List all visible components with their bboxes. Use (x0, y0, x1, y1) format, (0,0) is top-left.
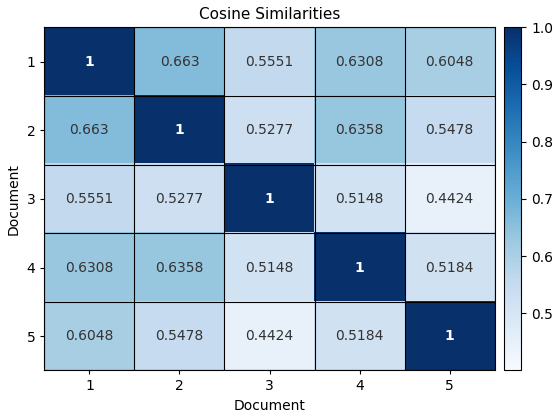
Y-axis label: Document: Document (7, 163, 21, 235)
Text: 0.6048: 0.6048 (65, 329, 114, 343)
Text: 0.5184: 0.5184 (426, 260, 474, 275)
Text: 0.4424: 0.4424 (426, 192, 474, 206)
X-axis label: Document: Document (234, 399, 305, 413)
Text: 0.5184: 0.5184 (335, 329, 384, 343)
Text: 0.5148: 0.5148 (335, 192, 384, 206)
Text: 0.5277: 0.5277 (156, 192, 203, 206)
Text: 1: 1 (354, 260, 365, 275)
Text: 0.5551: 0.5551 (245, 55, 293, 68)
Text: 0.5478: 0.5478 (155, 329, 204, 343)
Text: 0.6308: 0.6308 (65, 260, 114, 275)
Text: 1: 1 (445, 329, 455, 343)
Text: 0.4424: 0.4424 (245, 329, 293, 343)
Text: 0.6308: 0.6308 (335, 55, 384, 68)
Text: 0.6358: 0.6358 (335, 123, 384, 137)
Text: 0.5148: 0.5148 (245, 260, 293, 275)
Text: 0.5277: 0.5277 (245, 123, 293, 137)
Title: Cosine Similarities: Cosine Similarities (199, 7, 340, 22)
Text: 0.6358: 0.6358 (155, 260, 204, 275)
Text: 0.5551: 0.5551 (66, 192, 114, 206)
Text: 1: 1 (265, 192, 274, 206)
Text: 1: 1 (85, 55, 94, 68)
Text: 0.663: 0.663 (69, 123, 109, 137)
Text: 0.6048: 0.6048 (426, 55, 474, 68)
Text: 0.663: 0.663 (160, 55, 199, 68)
Text: 1: 1 (175, 123, 184, 137)
Text: 0.5478: 0.5478 (426, 123, 474, 137)
